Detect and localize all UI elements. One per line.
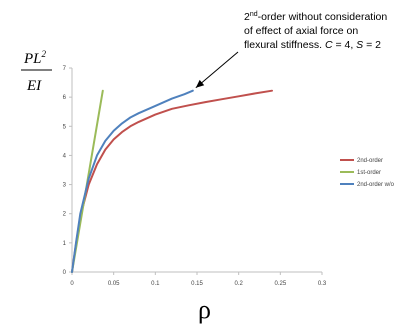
x-tick-label: 0.3	[318, 281, 327, 287]
annotation-line-3: flexural stiffness. C = 4, S = 2	[244, 39, 381, 51]
y-label-numerator: PL2	[23, 49, 47, 67]
x-tick-label: 0.15	[191, 281, 203, 287]
series-line-1	[71, 89, 273, 273]
axes: 0 1 2 3 4 5 6 7 0 0.05 0.1 0.15 0.2 0.25 0.3	[63, 66, 327, 287]
y-tick-label: 5	[63, 124, 67, 130]
y-tick-label: 3	[63, 183, 67, 189]
y-tick-label: 1	[63, 241, 67, 247]
annotation-arrowhead	[195, 79, 205, 88]
x-tick-label: 0	[70, 281, 74, 287]
y-tick-label: 4	[63, 153, 67, 159]
annotation-line-1: 2nd-order without consideration	[244, 11, 387, 23]
y-tick-label: 7	[63, 66, 67, 72]
y-tick-label: 2	[63, 212, 67, 218]
x-tick-label: 0.1	[151, 281, 160, 287]
legend: 2nd-order 1st-order 2nd-order w/o	[340, 158, 395, 188]
annotation: 2nd-order without consideration of effec…	[195, 11, 387, 89]
x-axis-label: ρ	[198, 295, 211, 324]
y-tick-label: 0	[63, 270, 67, 276]
y-label-denominator: EI	[26, 78, 42, 94]
y-tick-label: 6	[63, 95, 67, 101]
legend-label-2: 1st-order	[357, 170, 381, 176]
legend-label-1: 2nd-order	[357, 158, 383, 164]
annotation-line-2: of effect of axial force on	[244, 25, 358, 37]
legend-label-3: 2nd-order w/o	[357, 182, 395, 188]
annotation-arrow	[195, 51, 239, 89]
series-group	[71, 89, 273, 273]
y-axis-label: PL2 EI	[21, 49, 52, 94]
series-line-3	[71, 89, 194, 273]
x-tick-label: 0.2	[234, 281, 243, 287]
x-tick-label: 0.05	[108, 281, 120, 287]
x-tick-label: 0.25	[274, 281, 286, 287]
